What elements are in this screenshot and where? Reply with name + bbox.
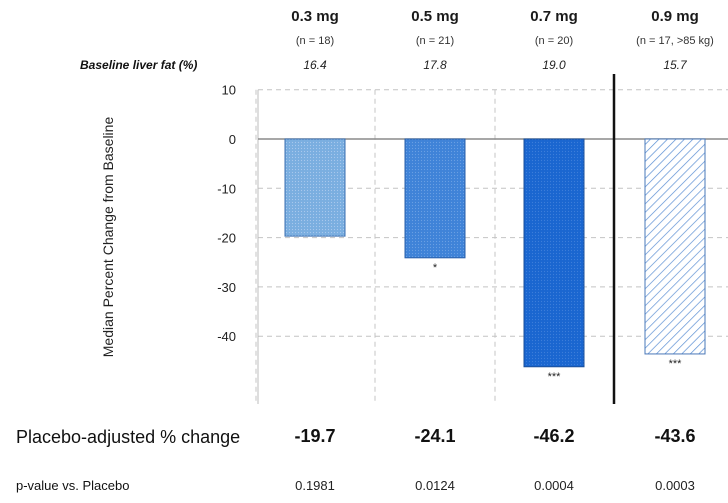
placebo-adjusted-value-0.7mg: -46.2: [533, 426, 575, 446]
baseline-value-0.7mg: 19.0: [542, 58, 566, 72]
dose-label-0.5mg: 0.5 mg: [411, 8, 459, 25]
y-tick-label: -20: [217, 231, 236, 246]
significance-marker: *: [433, 262, 438, 274]
n-label-0.9mg: (n = 17, >85 kg): [636, 35, 714, 47]
n-label-0.3mg: (n = 18): [295, 35, 335, 47]
placebo-adjusted-value-0.3mg: -19.7: [294, 426, 336, 446]
y-tick-label: -40: [217, 329, 236, 344]
n-label-0.5mg: (n = 21): [415, 35, 455, 47]
baseline-liver-fat-label: Baseline liver fat (%): [80, 58, 198, 72]
bar-0.7mg: [523, 138, 585, 368]
pvalue-0.5mg: 0.0124: [415, 478, 455, 493]
significance-marker: ***: [669, 358, 683, 370]
placebo-adjusted-label: Placebo-adjusted % change: [16, 427, 241, 447]
n-label-0.7mg: (n = 20): [534, 35, 574, 47]
baseline-value-0.3mg: 16.4: [303, 58, 327, 72]
dose-label-0.3mg: 0.3 mg: [291, 8, 339, 25]
dose-label-0.7mg: 0.7 mg: [530, 8, 578, 25]
y-tick-label: 10: [222, 83, 236, 98]
baseline-value-0.5mg: 17.8: [423, 58, 447, 72]
placebo-adjusted-value-0.5mg: -24.1: [414, 426, 456, 446]
y-axis-label: Median Percent Change from Baseline: [100, 116, 116, 358]
y-tick-label: -10: [217, 181, 236, 196]
bar-0.5mg: [404, 138, 466, 259]
significance-marker: ***: [548, 371, 562, 383]
bar-0.3mg: [284, 138, 346, 237]
dose-label-0.9mg: 0.9 mg: [651, 8, 699, 25]
y-tick-label: 0: [229, 132, 236, 147]
bar-0.9mg: [644, 138, 706, 355]
pvalue-0.7mg: 0.0004: [534, 478, 574, 493]
pvalue-0.9mg: 0.0003: [655, 478, 695, 493]
pvalue-label: p-value vs. Placebo: [16, 478, 130, 493]
y-tick-label: -30: [217, 280, 236, 295]
baseline-value-0.9mg: 15.7: [663, 58, 687, 72]
pvalue-0.3mg: 0.1981: [295, 478, 335, 493]
placebo-adjusted-value-0.9mg: -43.6: [654, 426, 696, 446]
